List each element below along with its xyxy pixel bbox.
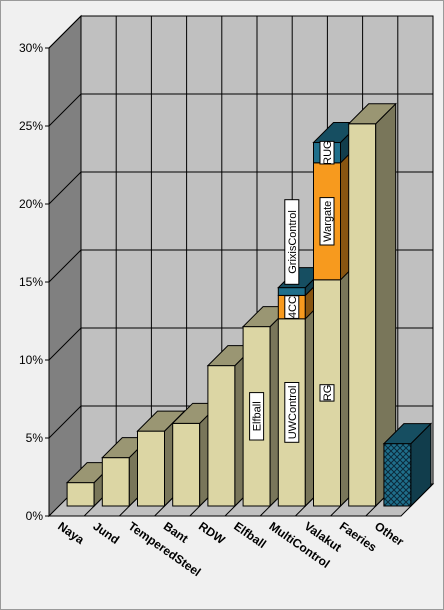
segment-label-text: RUG [322, 140, 334, 164]
bar-segment-wargate [313, 162, 341, 281]
x-tick-label: Naya [55, 519, 87, 547]
bar-segment-jund [101, 457, 130, 507]
bar-faeries [347, 102, 397, 508]
gridline-side [48, 93, 82, 127]
bar-segment-faeries [348, 123, 377, 507]
segment-label-text: RG [322, 385, 334, 402]
segment-label-box [319, 384, 335, 402]
y-tick-label: 15% [19, 275, 43, 289]
segment-label-box [319, 197, 335, 246]
segment-label-text: Elfball [252, 401, 264, 431]
y-tick-label: 5% [26, 431, 44, 445]
segment-label-box [319, 140, 335, 165]
y-tick-label: 30% [19, 41, 43, 55]
segment-label-text: 4CC [287, 296, 299, 318]
bar-segment-other [383, 443, 412, 507]
segment-label-elfball: Elfball [249, 392, 265, 441]
segment-label-rug: RUG [319, 140, 335, 165]
gridline-side [48, 327, 82, 361]
y-tick-label: 0% [26, 509, 44, 523]
bar-segment-rdw [207, 365, 236, 507]
y-tick-label: 10% [19, 353, 43, 367]
segment-label-box [284, 295, 300, 319]
bar-segment-grixiscontrol [277, 287, 306, 296]
segment-label-wargate: Wargate [319, 197, 335, 246]
bar-segment-bant [172, 422, 201, 507]
segment-label-text: UWControl [287, 386, 299, 440]
segment-label-text: GrixisControl [287, 210, 299, 274]
y-tick-label: 20% [19, 197, 43, 211]
segment-label-4cc: 4CC [284, 295, 300, 319]
segment-label-box [284, 381, 300, 443]
segment-label-uwcontrol: UWControl [284, 381, 300, 443]
bar-segment-faeries-top [347, 103, 397, 125]
segment-label-text: Wargate [322, 201, 334, 242]
x-tick-label: Faeries [337, 519, 380, 555]
gridline-side [48, 249, 82, 283]
bar-segment-other-top [382, 423, 433, 445]
x-tick-label: Jund [90, 519, 122, 547]
y-tick-label: 25% [19, 119, 43, 133]
x-tick-label: RDW [196, 519, 228, 547]
segment-label-box [249, 392, 265, 441]
gridline-side [48, 15, 82, 49]
bar-segment-temperedsteel [137, 430, 165, 507]
x-tick-label: Elfball [231, 519, 269, 551]
segment-label-box [284, 199, 300, 285]
gridline-side [48, 405, 82, 439]
bar-segment-naya [66, 482, 95, 507]
segment-label-grixiscontrol: GrixisControl [284, 199, 300, 285]
gridline-side [48, 171, 82, 205]
bar-other [382, 422, 433, 508]
segment-label-rg: RG [319, 384, 335, 402]
